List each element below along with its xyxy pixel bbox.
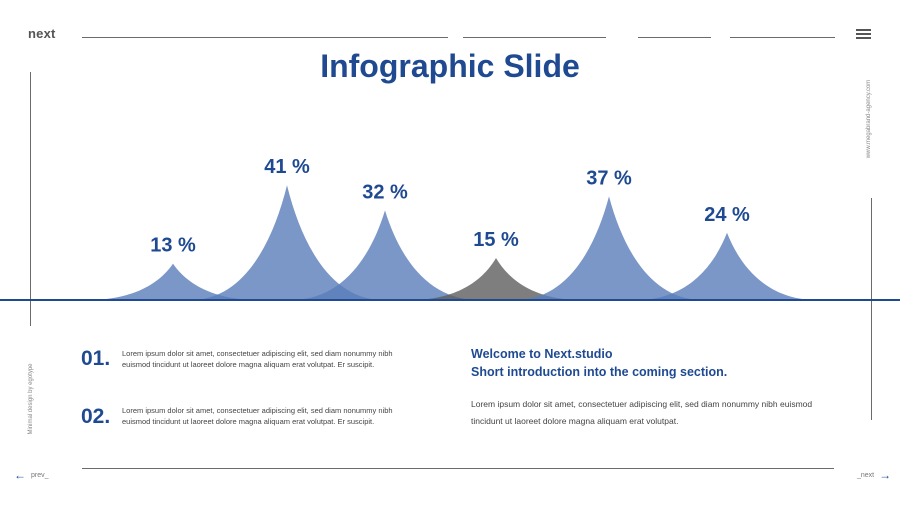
welcome-heading: Welcome to Next.studio Short introductio… bbox=[471, 345, 727, 381]
peak-shape bbox=[192, 185, 382, 300]
peak-shape bbox=[517, 196, 701, 300]
prev-label: prev_ bbox=[31, 471, 49, 479]
peak-shape bbox=[639, 232, 815, 300]
welcome-subtitle: Short introduction into the coming secti… bbox=[471, 365, 728, 379]
footer-divider bbox=[82, 468, 834, 469]
arrow-left-icon: ← bbox=[14, 468, 26, 482]
header-divider bbox=[463, 37, 606, 38]
value-label: 41 % bbox=[264, 156, 310, 178]
next-link[interactable]: _next → bbox=[857, 469, 891, 481]
peak-shape bbox=[414, 258, 578, 300]
peak-chart: 13 % 41 % 32 % 15 % 37 % 24 % bbox=[0, 156, 900, 301]
value-label: 24 % bbox=[704, 204, 750, 226]
peak-shape bbox=[293, 210, 477, 300]
brand-logo[interactable]: next bbox=[28, 26, 56, 41]
value-label: 37 % bbox=[586, 167, 632, 189]
value-label: 32 % bbox=[362, 181, 408, 203]
item-number: 01. bbox=[81, 347, 111, 370]
value-label: 15 % bbox=[473, 229, 519, 251]
item-text: Lorem ipsum dolor sit amet, consectetuer… bbox=[122, 349, 393, 369]
arrow-right-icon: → bbox=[879, 468, 892, 482]
welcome-body: Lorem ipsum dolor sit amet, consectetuer… bbox=[471, 399, 813, 426]
left-frame-line bbox=[30, 72, 31, 326]
welcome-title: Welcome to Next.studio bbox=[471, 347, 613, 361]
item-number: 02. bbox=[81, 405, 111, 428]
hamburger-menu-icon[interactable] bbox=[856, 29, 871, 39]
right-frame-line bbox=[871, 198, 872, 420]
value-label: 13 % bbox=[150, 235, 196, 257]
side-credit-text: Minimal design by egotype bbox=[28, 363, 34, 435]
page-title: Infographic Slide bbox=[320, 48, 580, 84]
header-divider bbox=[638, 37, 711, 38]
header-divider bbox=[730, 37, 835, 38]
peak-shape bbox=[91, 263, 255, 300]
header-divider bbox=[82, 37, 448, 38]
item-text: Lorem ipsum dolor sit amet, consectetuer… bbox=[122, 406, 393, 426]
prev-link[interactable]: ← prev_ bbox=[14, 469, 49, 481]
next-label: _next bbox=[857, 471, 875, 479]
